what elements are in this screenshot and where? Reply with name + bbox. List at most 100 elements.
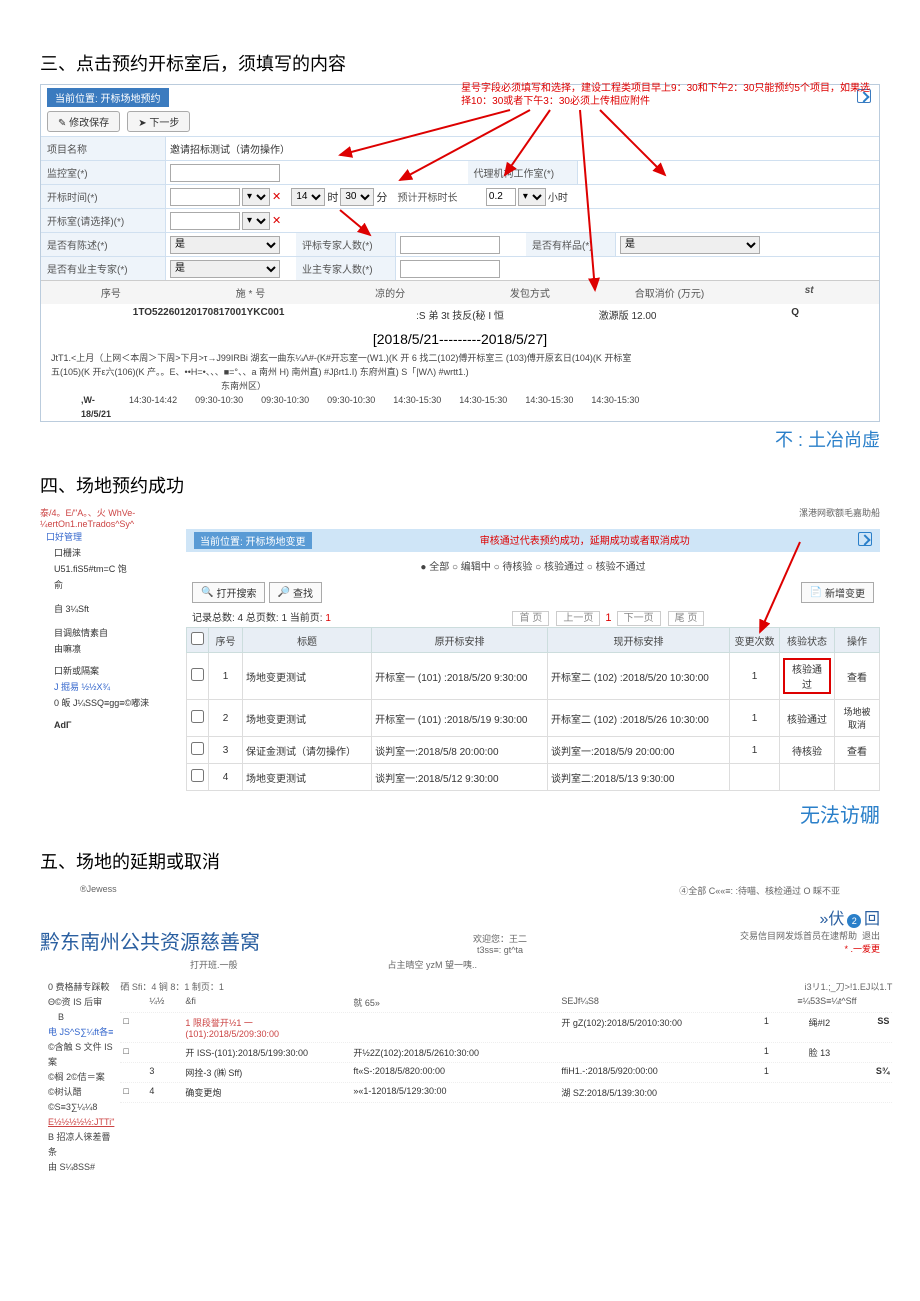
min-sel[interactable]: 30 [340, 188, 374, 206]
ss9[interactable]: B 招凉人徕差罾条 [48, 1130, 114, 1160]
section3-panel: 当前位置: 开标场地预约 ✎ 修改保存 ➤ 下一步 星号字段必须填写和选择，建设… [40, 84, 880, 422]
room-sel[interactable]: ▾ [242, 212, 270, 230]
refresh-icon-s4[interactable] [858, 532, 872, 546]
s4-ship: 漯港网歌额毛嘉助船 [799, 506, 880, 529]
chk4[interactable] [191, 769, 204, 782]
find-icon: 🔎 [278, 587, 290, 598]
pg-first[interactable]: 首 页 [512, 611, 549, 626]
side4[interactable]: 自 3¼Sft [54, 601, 180, 617]
side5[interactable]: 目调舷情素自 [54, 625, 180, 641]
dur-input[interactable] [486, 188, 516, 206]
search-label: 打开搜索 [216, 585, 256, 600]
chk3[interactable] [191, 742, 204, 755]
filter-radios[interactable]: ● 全部 ○ 编辑中 ○ 待核验 ○ 核验通过 ○ 核验不通过 [186, 552, 880, 579]
sr1c3 [350, 1016, 550, 1039]
next-label: 下一步 [149, 118, 179, 129]
ss2[interactable]: B [58, 1010, 114, 1025]
pencil-icon: ✎ [58, 118, 66, 129]
exit-link[interactable]: 退出 [862, 931, 880, 941]
t0: 14:30-14:42 [129, 393, 177, 421]
ss0[interactable]: 0 费格赫专踩較 [48, 980, 114, 995]
pg-prev[interactable]: 上一页 [556, 611, 600, 626]
schedule-text: JtT1.<上月（上网＜本周＞下周>下月>τ→J99IRBi 湖玄一曲东¼Λ#-… [41, 351, 879, 421]
next-button[interactable]: ➤ 下一步 [127, 111, 190, 132]
ss10[interactable]: 由 S¼8SS# [48, 1160, 114, 1175]
sr3c4: ffiH1.-:2018/5/920:00:00 [558, 1066, 738, 1079]
r2c7[interactable]: 场地被 取消 [835, 700, 880, 737]
owner-count-input[interactable] [400, 260, 500, 278]
sample-sel[interactable]: 是 [620, 236, 760, 254]
welcome2: t3ss≡: gt^ta [473, 945, 527, 955]
sched3: 东南州区） [41, 379, 879, 393]
side8[interactable]: J 掘易 ½½X¾ [54, 679, 180, 695]
th3: 原开标安排 [372, 628, 548, 653]
search-button[interactable]: 🔍打开搜索 [192, 582, 265, 603]
ss4[interactable]: ©含触 S 文件 IS 案 [48, 1040, 114, 1070]
r2c4: 开标室二 (102) :2018/5/26 10:30:00 [547, 700, 729, 737]
gr1: :S 弟 3t 技反(秘 I 恒 [376, 307, 544, 322]
sth1: ¼½ [146, 996, 174, 1009]
r3c5: 1 [730, 737, 780, 764]
ss5[interactable]: ©榈 2©佶＝案 [48, 1070, 114, 1085]
monitor-input[interactable] [170, 164, 280, 182]
owner-sel[interactable]: 是 [170, 260, 280, 278]
r3c4: 谈判室一:2018/5/9 20:00:00 [547, 737, 729, 764]
s5-counts: 硒 Sfi：4 锏 8：1 制页：1 [120, 980, 224, 993]
th1: 序号 [209, 628, 243, 653]
side3[interactable]: 俞 [54, 577, 180, 593]
side6[interactable]: 由嘛凛 [54, 641, 180, 657]
hour-sel[interactable]: 14 [291, 188, 325, 206]
date-input[interactable] [170, 188, 240, 206]
side1[interactable]: 口栅涞 [54, 545, 180, 561]
save-button[interactable]: ✎ 修改保存 [47, 111, 120, 132]
sr3c1: 3 [146, 1066, 174, 1079]
sr1c5: 1 [746, 1016, 786, 1039]
banner-line1: 星号字段必须填写和选择，建设工程类项目早上9：30和下午2：30只能预约5个项目… [461, 83, 870, 94]
statement-sel[interactable]: 是 [170, 236, 280, 254]
r2c5: 1 [730, 700, 780, 737]
chk2[interactable] [191, 710, 204, 723]
r1c7[interactable]: 查看 [835, 653, 880, 700]
r4c5 [730, 764, 780, 791]
pg-last[interactable]: 尾 页 [668, 611, 705, 626]
sr2c3: 开½2Z(102):2018/5/2610:30:00 [350, 1046, 550, 1059]
side9[interactable]: 0 皈 J¼SSQ≡gg≡©嘟涞 [54, 695, 180, 711]
chk-all[interactable] [191, 632, 204, 645]
label-statement: 是否有陈述(*) [41, 233, 166, 256]
chk1[interactable] [191, 668, 204, 681]
sr4c3: »«1-12018/5/129:30:00 [350, 1086, 550, 1099]
find-button[interactable]: 🔎查找 [269, 582, 322, 603]
ss8[interactable]: E½½½½½:JTTi" [48, 1115, 114, 1130]
dur-unit: 小时 [548, 189, 568, 204]
ss1[interactable]: Θ©资 IS 后审 [48, 995, 114, 1010]
add-button[interactable]: 📄新增变更 [801, 582, 874, 603]
table-row: □ 开 ISS-(101):2018/5/199:30:00 开½2Z(102)… [120, 1043, 892, 1063]
dur-sel[interactable]: ▾ [518, 188, 546, 206]
judge-input[interactable] [400, 236, 500, 254]
banner-line2: 择10：30或者下午3：30必须上传相应附件 [461, 96, 650, 107]
room-input[interactable] [170, 212, 240, 230]
side0[interactable]: 口好管理 [46, 529, 180, 545]
nav-links[interactable]: 交易信目网发烁首员在逮帮助 [740, 931, 857, 941]
ss6[interactable]: ©树认醋 [48, 1085, 114, 1100]
side2[interactable]: U51.fiS5#tm=C 饱 [54, 561, 180, 577]
table-row: 1 场地变更测试 开标室一 (101) :2018/5/20 9:30:00 开… [187, 653, 880, 700]
sr1c2: 1 限段誉开½1 一(101):2018/5/209:30:00 [182, 1016, 342, 1039]
th4: 现开标安排 [547, 628, 729, 653]
date-band: [2018/5/21---------2018/5/27] [41, 331, 879, 347]
date-sel[interactable]: ▾ [242, 188, 270, 206]
r1c4: 开标室二 (102) :2018/5/20 10:30:00 [547, 653, 729, 700]
wdate: ,W- 18/5/21 [81, 393, 111, 421]
s5-tab[interactable]: 打开班.一般 [190, 958, 238, 971]
ss3[interactable]: 电 JS^S∑¼ft各≡ [48, 1025, 114, 1040]
pg-next[interactable]: 下一页 [617, 611, 661, 626]
huik: 回 [864, 911, 880, 928]
r3c3: 谈判室一:2018/5/8 20:00:00 [372, 737, 548, 764]
r3c7[interactable]: 查看 [835, 737, 880, 764]
r4c7[interactable] [835, 764, 880, 791]
side7[interactable]: 口新或隔案 [54, 663, 180, 679]
side10[interactable]: AdΓ [54, 717, 180, 733]
ss7[interactable]: ©S≡3∑¼¼8 [48, 1100, 114, 1115]
t7: 14:30-15:30 [591, 393, 639, 421]
table-row: □4 确变更炮 »«1-12018/5/129:30:00 湖 SZ:2018/… [120, 1083, 892, 1103]
